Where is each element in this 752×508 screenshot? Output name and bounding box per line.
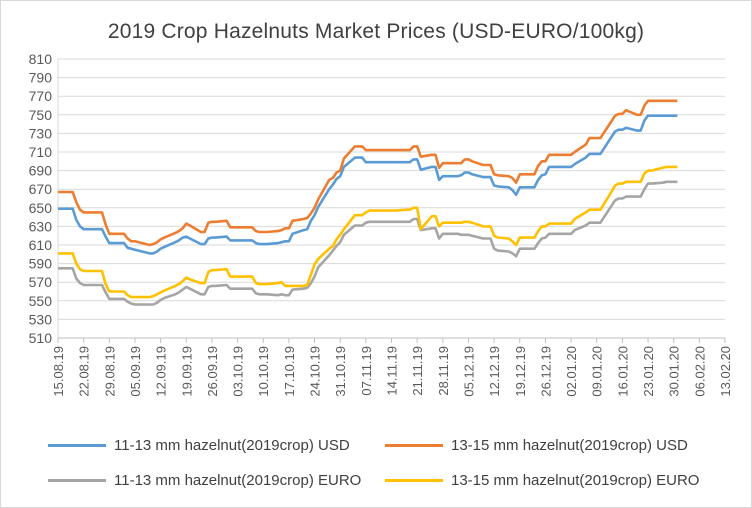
legend-swatch [48,478,106,482]
legend-swatch [385,443,443,447]
x-tick-label: 29.08.19 [102,346,117,397]
series-line-2 [58,99,678,247]
x-tick-label: 15.08.19 [51,346,66,397]
x-tick-label: 28.11.19 [436,346,451,396]
x-tick-label: 31.10.19 [333,346,348,397]
series-lines [58,99,678,306]
y-tick-label: 690 [29,163,53,179]
y-tick-label: 590 [29,256,53,272]
legend-label: 13-15 mm hazelnut(2019crop) EURO [451,472,700,489]
x-tick-label: 12.09.19 [154,346,169,397]
series-line-4 [58,165,678,299]
x-tick-label: 12.12.19 [487,346,502,397]
y-tick-label: 510 [29,330,53,346]
y-tick-label: 810 [29,51,53,67]
y-tick-label: 610 [29,237,53,253]
y-tick-label: 630 [29,218,53,234]
legend-label: 11-13 mm hazelnut(2019crop) USD [114,437,350,454]
x-tick-label: 05.09.19 [128,346,143,397]
y-tick-label: 650 [29,200,53,216]
x-tick-label: 30.01.20 [667,346,682,397]
x-tick-label: 21.11.19 [410,346,425,396]
x-tick-label: 24.10.19 [308,346,323,397]
legend-label: 13-15 mm hazelnut(2019crop) USD [451,437,688,454]
legend-item-3: 11-13 mm hazelnut(2019crop) EURO [48,472,361,489]
x-tick-label: 19.12.19 [513,346,528,397]
x-tick-label: 16.01.20 [615,346,630,397]
legend-label: 11-13 mm hazelnut(2019crop) EURO [114,472,362,489]
legend-item-2: 13-15 mm hazelnut(2019crop) USD [385,437,688,454]
x-tick-label: 07.11.19 [359,346,374,396]
series-line-1 [58,114,678,255]
y-tick-label: 770 [29,88,53,104]
y-tick-label: 570 [29,274,53,290]
x-tick-label: 26.09.19 [205,346,220,397]
x-tick-label: 03.10.19 [231,346,246,397]
y-tick-label: 670 [29,181,53,197]
x-tick-label: 22.08.19 [77,346,92,397]
x-tick-label: 19.09.19 [179,346,194,397]
x-tick-label: 26.12.19 [538,346,553,397]
y-tick-label: 730 [29,125,53,141]
x-tick-label: 17.10.19 [282,346,297,397]
x-tick-label: 23.01.20 [641,346,656,397]
legend-swatch [385,478,443,482]
x-tick-label: 06.02.20 [692,346,707,397]
y-tick-label: 710 [29,144,53,160]
x-axis: 15.08.19 22.08.19 29.08.19 05.09.19 12.09.19… [51,338,733,397]
x-tick-label: 10.10.19 [256,346,271,397]
chart-title: 2019 Crop Hazelnuts Market Prices (USD-E… [107,20,645,43]
series-line-3 [58,180,678,306]
x-tick-label: 14.11.19 [385,346,400,396]
y-tick-label: 750 [29,107,53,123]
x-tick-label: 02.01.20 [564,346,579,397]
legend-item-4: 13-15 mm hazelnut(2019crop) EURO [385,472,699,489]
legend-item-1: 11-13 mm hazelnut(2019crop) USD [48,437,350,454]
x-tick-label: 09.01.20 [590,346,605,397]
y-tick-label: 790 [29,70,53,86]
y-axis: 510 530 550 570 590 610 630 650 670 690 710 730 750 7… [29,51,53,346]
y-tick-label: 550 [29,293,53,309]
x-tick-label: 13.02.20 [718,346,733,397]
legend-swatch [48,443,106,447]
x-tick-label: 05.12.19 [461,346,476,397]
y-tick-label: 530 [29,311,53,327]
